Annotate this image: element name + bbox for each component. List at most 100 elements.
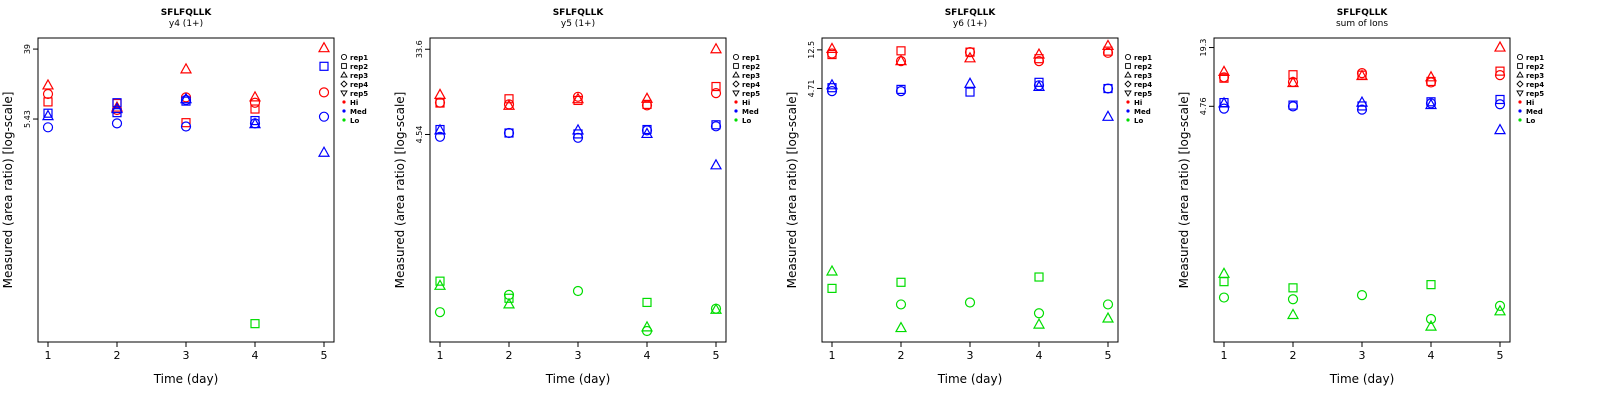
data-point <box>319 61 329 71</box>
legend-label: Hi <box>1526 99 1534 107</box>
data-point <box>827 283 837 293</box>
data-point <box>711 81 721 92</box>
legend-label: rep4 <box>350 81 368 89</box>
data-point <box>826 86 838 97</box>
legend-label: Lo <box>1134 117 1143 125</box>
legend-item-rep3: rep3 <box>732 71 760 80</box>
legend-item-rep5: rep5 <box>1516 90 1544 98</box>
data-point <box>1219 277 1229 287</box>
legend-label: rep2 <box>742 63 760 71</box>
legend-item-rep1: rep1 <box>1516 53 1544 62</box>
data-point <box>1286 76 1300 88</box>
legend-marker <box>342 100 346 104</box>
plot-frame <box>1213 37 1511 343</box>
data-point <box>1102 83 1114 94</box>
data-point <box>825 42 839 54</box>
data-point <box>435 98 445 108</box>
data-point <box>827 49 837 60</box>
x-tick-label: 3 <box>575 349 582 362</box>
data-point <box>1102 47 1114 58</box>
legend-item-lo: Lo <box>1518 117 1535 125</box>
data-point <box>1032 80 1046 91</box>
data-point <box>41 78 55 90</box>
data-point <box>112 98 122 108</box>
x-tick-label: 5 <box>713 349 720 362</box>
data-point <box>825 264 839 276</box>
legend-label: Med <box>1526 108 1543 116</box>
legend-marker <box>732 80 740 88</box>
data-point <box>1495 66 1505 76</box>
data-point <box>896 46 906 56</box>
data-point <box>710 121 722 132</box>
data-point <box>895 86 907 97</box>
legend-label: rep4 <box>1526 81 1544 89</box>
data-point <box>1219 73 1229 83</box>
legend-marker <box>1516 80 1524 88</box>
chart-subtitle: sum of Ions <box>1336 19 1388 29</box>
legend-item-rep4: rep4 <box>340 80 368 89</box>
x-tick-label: 3 <box>183 349 190 362</box>
data-point <box>709 303 723 314</box>
data-point <box>1494 70 1506 81</box>
data-point <box>1101 39 1115 51</box>
data-point <box>827 83 837 93</box>
legend-label: rep1 <box>1526 54 1544 62</box>
data-point <box>1033 308 1045 319</box>
legend-label: rep5 <box>1134 90 1152 98</box>
legend-marker <box>732 71 740 78</box>
legend-label: rep5 <box>350 90 368 98</box>
legend-item-rep2: rep2 <box>733 63 760 71</box>
data-point <box>1424 319 1438 331</box>
x-tick-label: 2 <box>114 349 121 362</box>
legend-label: rep3 <box>350 72 368 80</box>
legend-item-rep3: rep3 <box>1516 71 1544 80</box>
legend-marker <box>1126 109 1130 113</box>
legend-item-lo: Lo <box>734 117 751 125</box>
legend-label: rep3 <box>742 72 760 80</box>
data-point <box>504 128 514 138</box>
data-point <box>1495 94 1505 105</box>
data-point <box>894 54 908 66</box>
legend-marker <box>1516 53 1524 61</box>
legend-label: rep2 <box>1526 63 1544 71</box>
data-point <box>1032 317 1046 329</box>
legend-marker <box>1125 63 1131 69</box>
data-point <box>249 97 261 108</box>
data-point <box>894 321 908 333</box>
legend-marker <box>1518 100 1522 104</box>
legend-item-rep4: rep4 <box>732 80 760 89</box>
legend-item-hi: Hi <box>342 99 358 107</box>
data-point <box>641 125 653 136</box>
legend-item-lo: Lo <box>1126 117 1143 125</box>
data-point <box>641 100 653 111</box>
data-point <box>434 131 446 142</box>
x-tick-label: 5 <box>321 349 328 362</box>
x-axis-label: Time (day) <box>1329 372 1395 386</box>
data-point <box>110 102 124 114</box>
legend-label: Med <box>1134 108 1151 116</box>
x-tick-label: 4 <box>644 349 651 362</box>
x-tick-label: 4 <box>1428 349 1435 362</box>
data-point <box>1493 123 1507 135</box>
x-tick-label: 5 <box>1105 349 1112 362</box>
legend-label: rep2 <box>350 63 368 71</box>
data-point <box>1034 272 1044 282</box>
x-tick-label: 5 <box>1497 349 1504 362</box>
data-point <box>1103 83 1113 94</box>
data-point <box>710 87 722 99</box>
y-axis-label: Measured (area ratio) [log-scale] <box>1 92 15 289</box>
legend-label: rep1 <box>350 54 368 62</box>
legend-marker <box>1124 90 1132 97</box>
y-tick-label: 4.54 <box>415 126 424 144</box>
legend-marker <box>1518 118 1522 122</box>
data-point <box>963 77 977 88</box>
x-axis-label: Time (day) <box>545 372 611 386</box>
data-point <box>1424 98 1438 110</box>
legend-marker <box>1126 100 1130 104</box>
data-point <box>1493 40 1507 52</box>
data-point <box>180 121 192 132</box>
data-point <box>1287 294 1299 305</box>
plot-frame <box>429 37 727 343</box>
